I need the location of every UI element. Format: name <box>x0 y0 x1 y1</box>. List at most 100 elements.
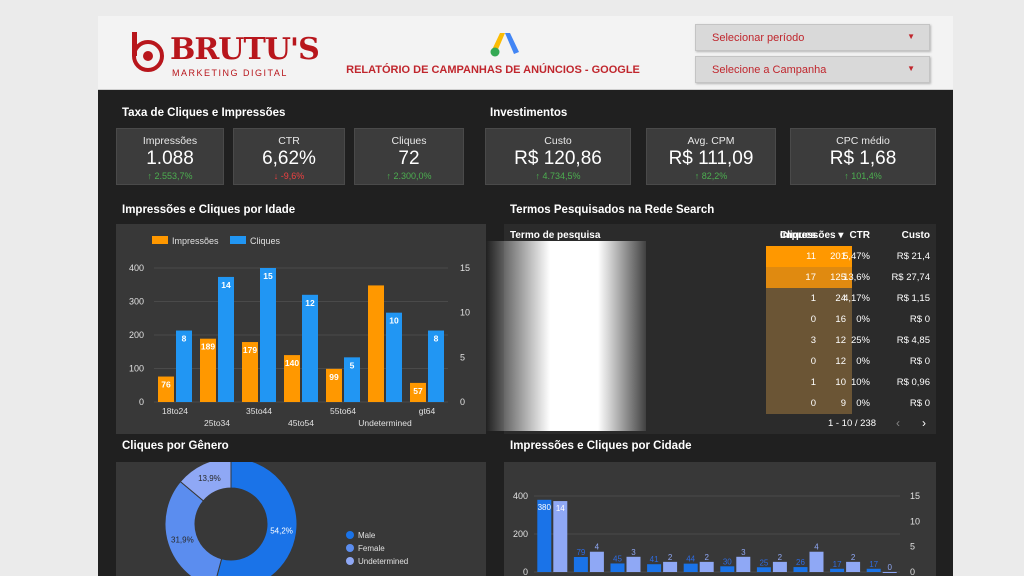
cell-ctr: 4,17% <box>843 293 870 304</box>
legend-dot <box>346 531 354 539</box>
y-tick-right: 15 <box>910 491 920 501</box>
bar-clicks <box>386 312 402 402</box>
x-tick: 25to34 <box>204 418 230 428</box>
pie-label: 31,9% <box>171 535 194 544</box>
kpi-delta: ↑ 82,2% <box>694 171 728 181</box>
col-header-impressions[interactable]: Impressões ▾ <box>780 230 844 241</box>
y-tick-left: 0 <box>523 567 528 576</box>
table-row[interactable]: 201 11 5,47% R$ 21,4 <box>504 246 936 267</box>
chevron-right-icon[interactable]: › <box>922 416 926 430</box>
bar-impressions <box>573 556 588 572</box>
legend-label: Female <box>358 544 385 553</box>
campaign-selector-label: Selecione a Campanha <box>712 64 827 76</box>
bar-clicks <box>699 561 714 572</box>
x-tick: 35to44 <box>246 406 272 416</box>
pie-label: 54,2% <box>270 527 293 536</box>
data-label-clicks: 12 <box>305 298 315 308</box>
legend-label: Impressões <box>172 236 219 246</box>
data-label-impressions: 45 <box>613 554 622 563</box>
brand-tagline: MARKETING DIGITAL <box>172 68 288 78</box>
y-tick-right: 15 <box>460 263 470 273</box>
col-header-term[interactable]: Termo de pesquisa <box>510 230 601 241</box>
legend-dot <box>346 557 354 565</box>
kpi-card: Cliques 72 ↑ 2.300,0% <box>354 128 464 185</box>
city-chart: 020040005101538014São Paulo794Vila de Pa… <box>513 491 920 576</box>
y-tick-right: 5 <box>460 352 465 362</box>
kpi-label: Avg. CPM <box>687 135 735 147</box>
kpi-card: Custo R$ 120,86 ↑ 4.734,5% <box>485 128 631 185</box>
period-selector[interactable]: Selecionar período ▼ <box>695 24 930 51</box>
bar-clicks <box>589 551 604 572</box>
campaign-selector[interactable]: Selecione a Campanha ▼ <box>695 56 930 83</box>
impressions-heat-cell <box>766 372 852 393</box>
y-tick-left: 100 <box>129 364 144 374</box>
dashboard-page: BRUTU'S MARKETING DIGITAL RELATÓRIO DE C… <box>98 16 953 576</box>
dropdown-caret-icon: ▼ <box>907 32 915 41</box>
bar-clicks <box>846 561 861 572</box>
cell-clicks: 1 <box>810 377 816 388</box>
kpi-label: CPC médio <box>836 135 890 147</box>
table-row[interactable]: 12 0 0% R$ 0 <box>504 351 936 372</box>
report-header: BRUTU'S MARKETING DIGITAL RELATÓRIO DE C… <box>98 16 953 90</box>
data-label-clicks: 10 <box>389 316 399 326</box>
cell-cost: R$ 21,4 <box>896 251 930 262</box>
bar-clicks <box>736 556 751 572</box>
cell-impressions: 16 <box>835 314 846 325</box>
x-tick: 18to24 <box>162 406 188 416</box>
data-label-clicks: 4 <box>814 543 819 552</box>
col-header-clicks[interactable]: Cliques <box>779 230 816 241</box>
section-title-city-chart: Impressões e Cliques por Cidade <box>510 440 692 452</box>
bar-clicks <box>260 268 276 402</box>
cell-impressions: 10 <box>835 377 846 388</box>
kpi-value: R$ 111,09 <box>668 148 754 169</box>
data-label-clicks: 2 <box>668 553 673 562</box>
age-chart: 0 100 200 300 400 0 5 10 15 Impressões Cliques 76 8 1… <box>129 236 470 428</box>
kpi-value: 6,62% <box>262 148 316 169</box>
data-label-impressions: 26 <box>796 558 805 567</box>
table-row[interactable]: 125 17 13,6% R$ 27,74 <box>504 267 936 288</box>
pie-slice <box>164 480 223 576</box>
cell-clicks: 17 <box>805 272 816 283</box>
cell-clicks: 1 <box>810 293 816 304</box>
cell-cost: R$ 4,85 <box>896 335 930 346</box>
table-row[interactable]: 24 1 4,17% R$ 1,15 <box>504 288 936 309</box>
table-row[interactable]: 9 0 0% R$ 0 <box>504 393 936 414</box>
table-row[interactable]: 12 3 25% R$ 4,85 <box>504 330 936 351</box>
data-label-clicks: 8 <box>434 334 439 344</box>
brand-logo: BRUTU'S MARKETING DIGITAL <box>128 30 320 80</box>
cell-clicks: 0 <box>810 356 816 367</box>
data-label-impressions: 17 <box>833 560 842 569</box>
data-label-clicks: 2 <box>704 553 709 562</box>
dropdown-caret-icon: ▼ <box>907 64 915 73</box>
cell-impressions: 12 <box>835 335 846 346</box>
cell-ctr: 25% <box>850 335 870 346</box>
table-row[interactable]: 10 1 10% R$ 0,96 <box>504 372 936 393</box>
data-label-impressions: 76 <box>161 380 171 390</box>
bar-impressions <box>200 338 216 402</box>
table-row[interactable]: 16 0 0% R$ 0 <box>504 309 936 330</box>
bar-impressions <box>866 568 881 572</box>
cell-clicks: 0 <box>810 314 816 325</box>
bar-impressions <box>537 499 552 572</box>
legend-label: Male <box>358 531 376 540</box>
bar-impressions <box>756 567 771 572</box>
col-header-ctr[interactable]: CTR <box>849 230 870 241</box>
bar-clicks <box>626 556 641 572</box>
cell-cost: R$ 0 <box>909 314 930 325</box>
y-tick-right: 0 <box>910 567 915 576</box>
y-tick-left: 200 <box>513 529 528 539</box>
data-label-clicks: 4 <box>595 543 600 552</box>
col-header-cost[interactable]: Custo <box>901 230 930 241</box>
cell-clicks: 3 <box>810 335 816 346</box>
kpi-value: 1.088 <box>146 148 194 169</box>
kpi-card: Impressões 1.088 ↑ 2.553,7% <box>116 128 224 185</box>
google-ads-icon <box>490 33 519 57</box>
chevron-left-icon[interactable]: ‹ <box>896 416 900 430</box>
data-label-impressions: 99 <box>329 372 339 382</box>
kpi-value: R$ 1,68 <box>829 148 897 169</box>
cell-cost: R$ 1,15 <box>896 293 930 304</box>
legend-dot <box>346 544 354 552</box>
kpi-delta: ↑ 2.553,7% <box>147 171 193 181</box>
impressions-heat-cell <box>766 288 852 309</box>
bar-impressions <box>830 568 845 572</box>
